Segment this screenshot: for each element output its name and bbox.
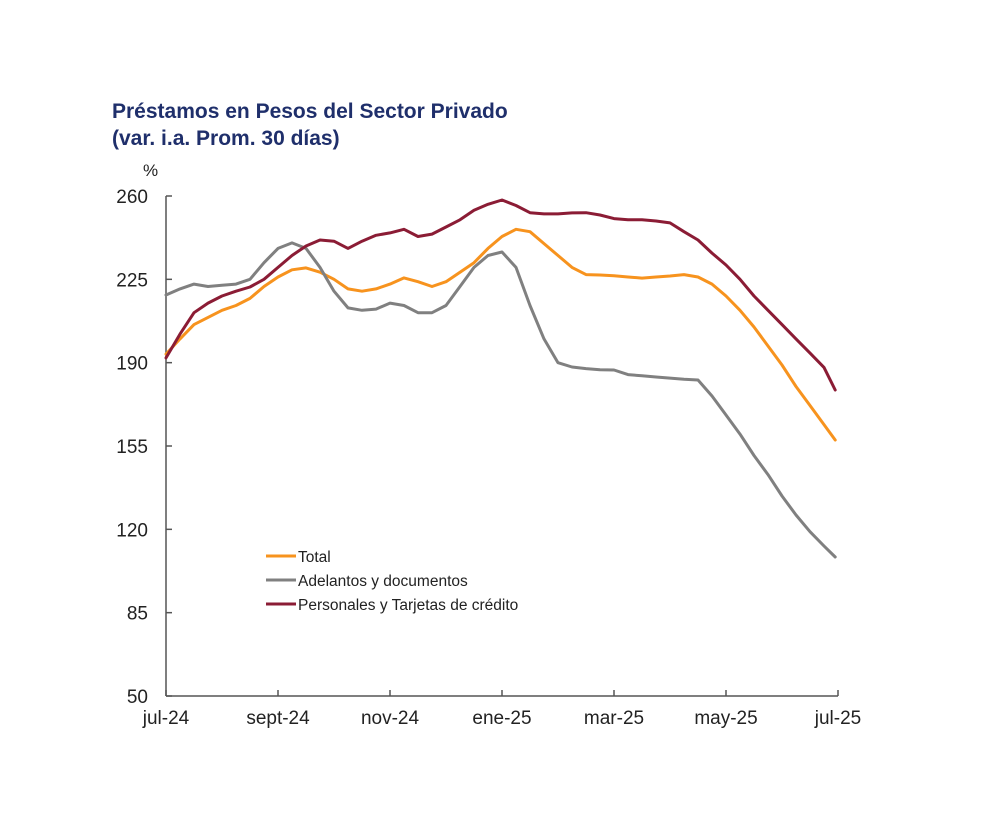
x-tick-label: sept-24: [246, 708, 310, 729]
x-tick-label: ene-25: [472, 708, 531, 729]
y-tick-label: 260: [116, 187, 148, 208]
legend: Total Adelantos y documentos Personales y …: [266, 549, 518, 614]
chart-subtitle: (var. i.a. Prom. 30 días): [112, 127, 340, 150]
x-tick-label: jul-25: [814, 708, 861, 729]
y-axis-label: %: [143, 161, 158, 180]
chart-title: Préstamos en Pesos del Sector Privado (v…: [112, 98, 508, 152]
x-tick-label: may-25: [694, 708, 757, 729]
y-tick-label: 155: [116, 437, 148, 458]
series-line-0: [164, 227, 837, 442]
series-line-2: [164, 198, 837, 392]
series-lines: [164, 198, 837, 559]
x-tick-label: mar-25: [584, 708, 644, 729]
y-tick-label: 225: [116, 270, 148, 291]
y-tick-label: 120: [116, 520, 148, 541]
legend-label: Total: [298, 549, 331, 566]
legend-label: Personales y Tarjetas de crédito: [298, 597, 518, 614]
x-tick-label: jul-24: [142, 708, 190, 729]
chart-title-main: Préstamos en Pesos del Sector Privado: [112, 100, 508, 123]
y-tick-label: 190: [116, 354, 148, 375]
y-tick-label: 50: [127, 687, 148, 708]
axes: 50 85 120 155 190 225 260 jul-24 sept-24 nov-24 en…: [116, 187, 861, 729]
series-line-1: [164, 241, 837, 559]
legend-label: Adelantos y documentos: [298, 573, 468, 590]
y-tick-label: 85: [127, 604, 148, 625]
x-tick-label: nov-24: [361, 708, 420, 729]
